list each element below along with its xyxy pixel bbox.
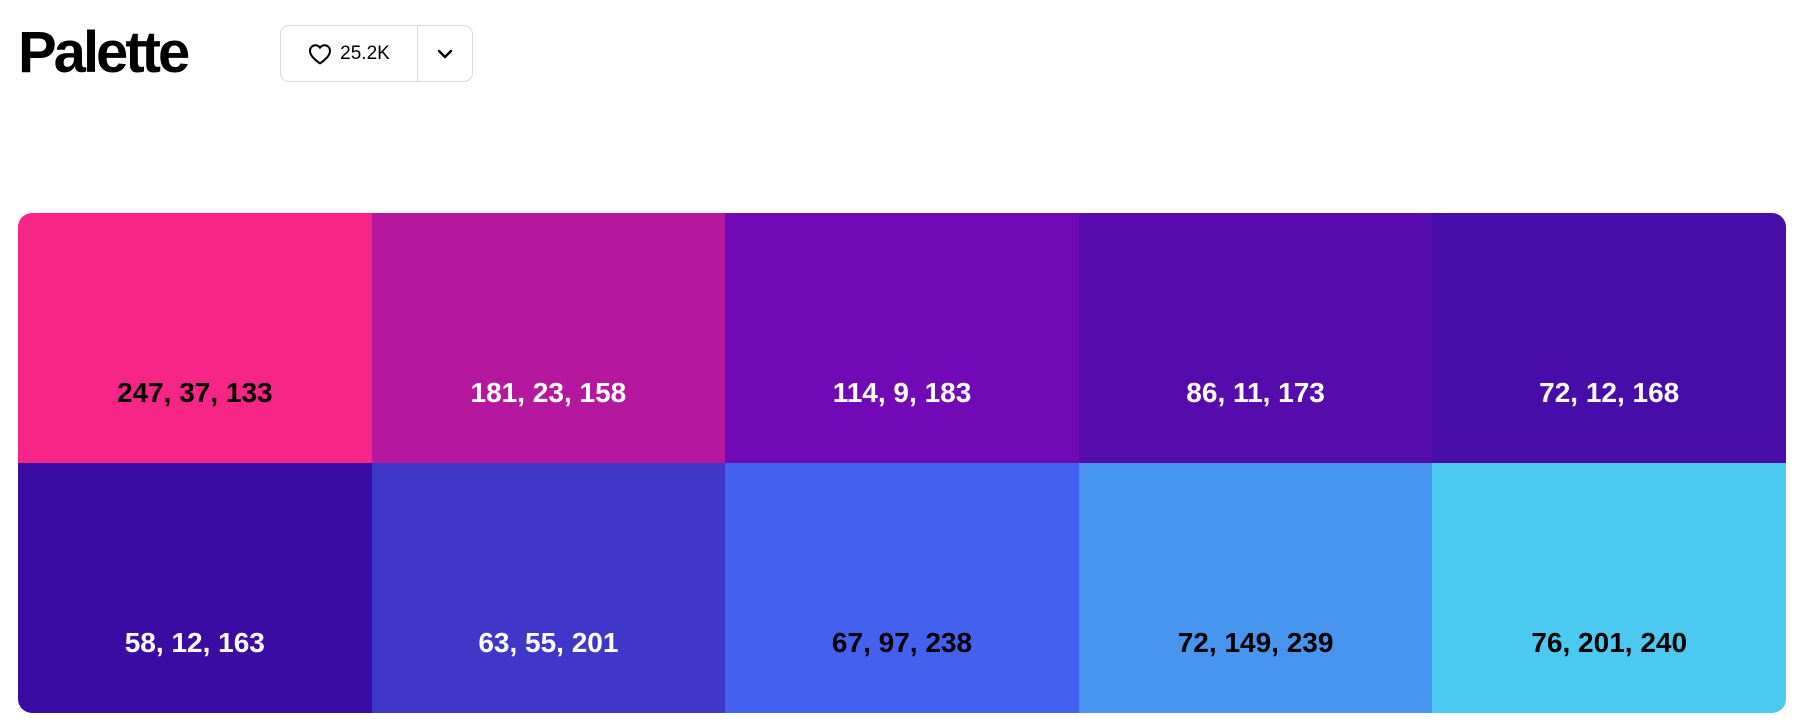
swatch-rgb-label: 247, 37, 133 — [116, 377, 273, 408]
page-title: Palette — [18, 20, 190, 85]
like-button-group: 25.2K — [280, 25, 473, 82]
color-swatch[interactable]: 67, 97, 238 — [725, 463, 1079, 713]
header: Palette 25.2K — [18, 20, 1799, 86]
heart-icon — [308, 43, 332, 65]
swatch-rgb-label: 72, 149, 239 — [1177, 627, 1334, 658]
palette-grid: 247, 37, 133 181, 23, 158 114, 9, 183 86, 1… — [18, 213, 1786, 713]
color-swatch[interactable]: 72, 149, 239 — [1078, 463, 1433, 713]
color-swatch[interactable]: 58, 12, 163 — [18, 463, 372, 713]
color-swatch[interactable]: 72, 12, 168 — [1432, 213, 1786, 463]
swatch-rgb-label: 63, 55, 201 — [478, 627, 619, 658]
more-options-button[interactable] — [418, 26, 472, 81]
like-button[interactable]: 25.2K — [281, 26, 418, 81]
color-swatch[interactable]: 181, 23, 158 — [371, 213, 726, 463]
swatch-rgb-label: 114, 9, 183 — [832, 377, 972, 408]
color-swatch[interactable]: 86, 11, 173 — [1078, 213, 1433, 463]
chevron-down-icon — [437, 49, 453, 59]
color-swatch[interactable]: 63, 55, 201 — [371, 463, 726, 713]
swatch-rgb-label: 86, 11, 173 — [1186, 377, 1325, 408]
swatch-rgb-label: 181, 23, 158 — [470, 377, 627, 408]
color-swatch[interactable]: 247, 37, 133 — [18, 213, 372, 463]
swatch-rgb-label: 76, 201, 240 — [1531, 627, 1688, 658]
swatch-rgb-label: 58, 12, 163 — [124, 627, 265, 658]
swatch-rgb-label: 67, 97, 238 — [831, 627, 973, 658]
color-swatch[interactable]: 76, 201, 240 — [1432, 463, 1786, 713]
swatch-rgb-label: 72, 12, 168 — [1539, 377, 1680, 408]
like-count: 25.2K — [340, 42, 390, 64]
color-swatch[interactable]: 114, 9, 183 — [725, 213, 1079, 463]
